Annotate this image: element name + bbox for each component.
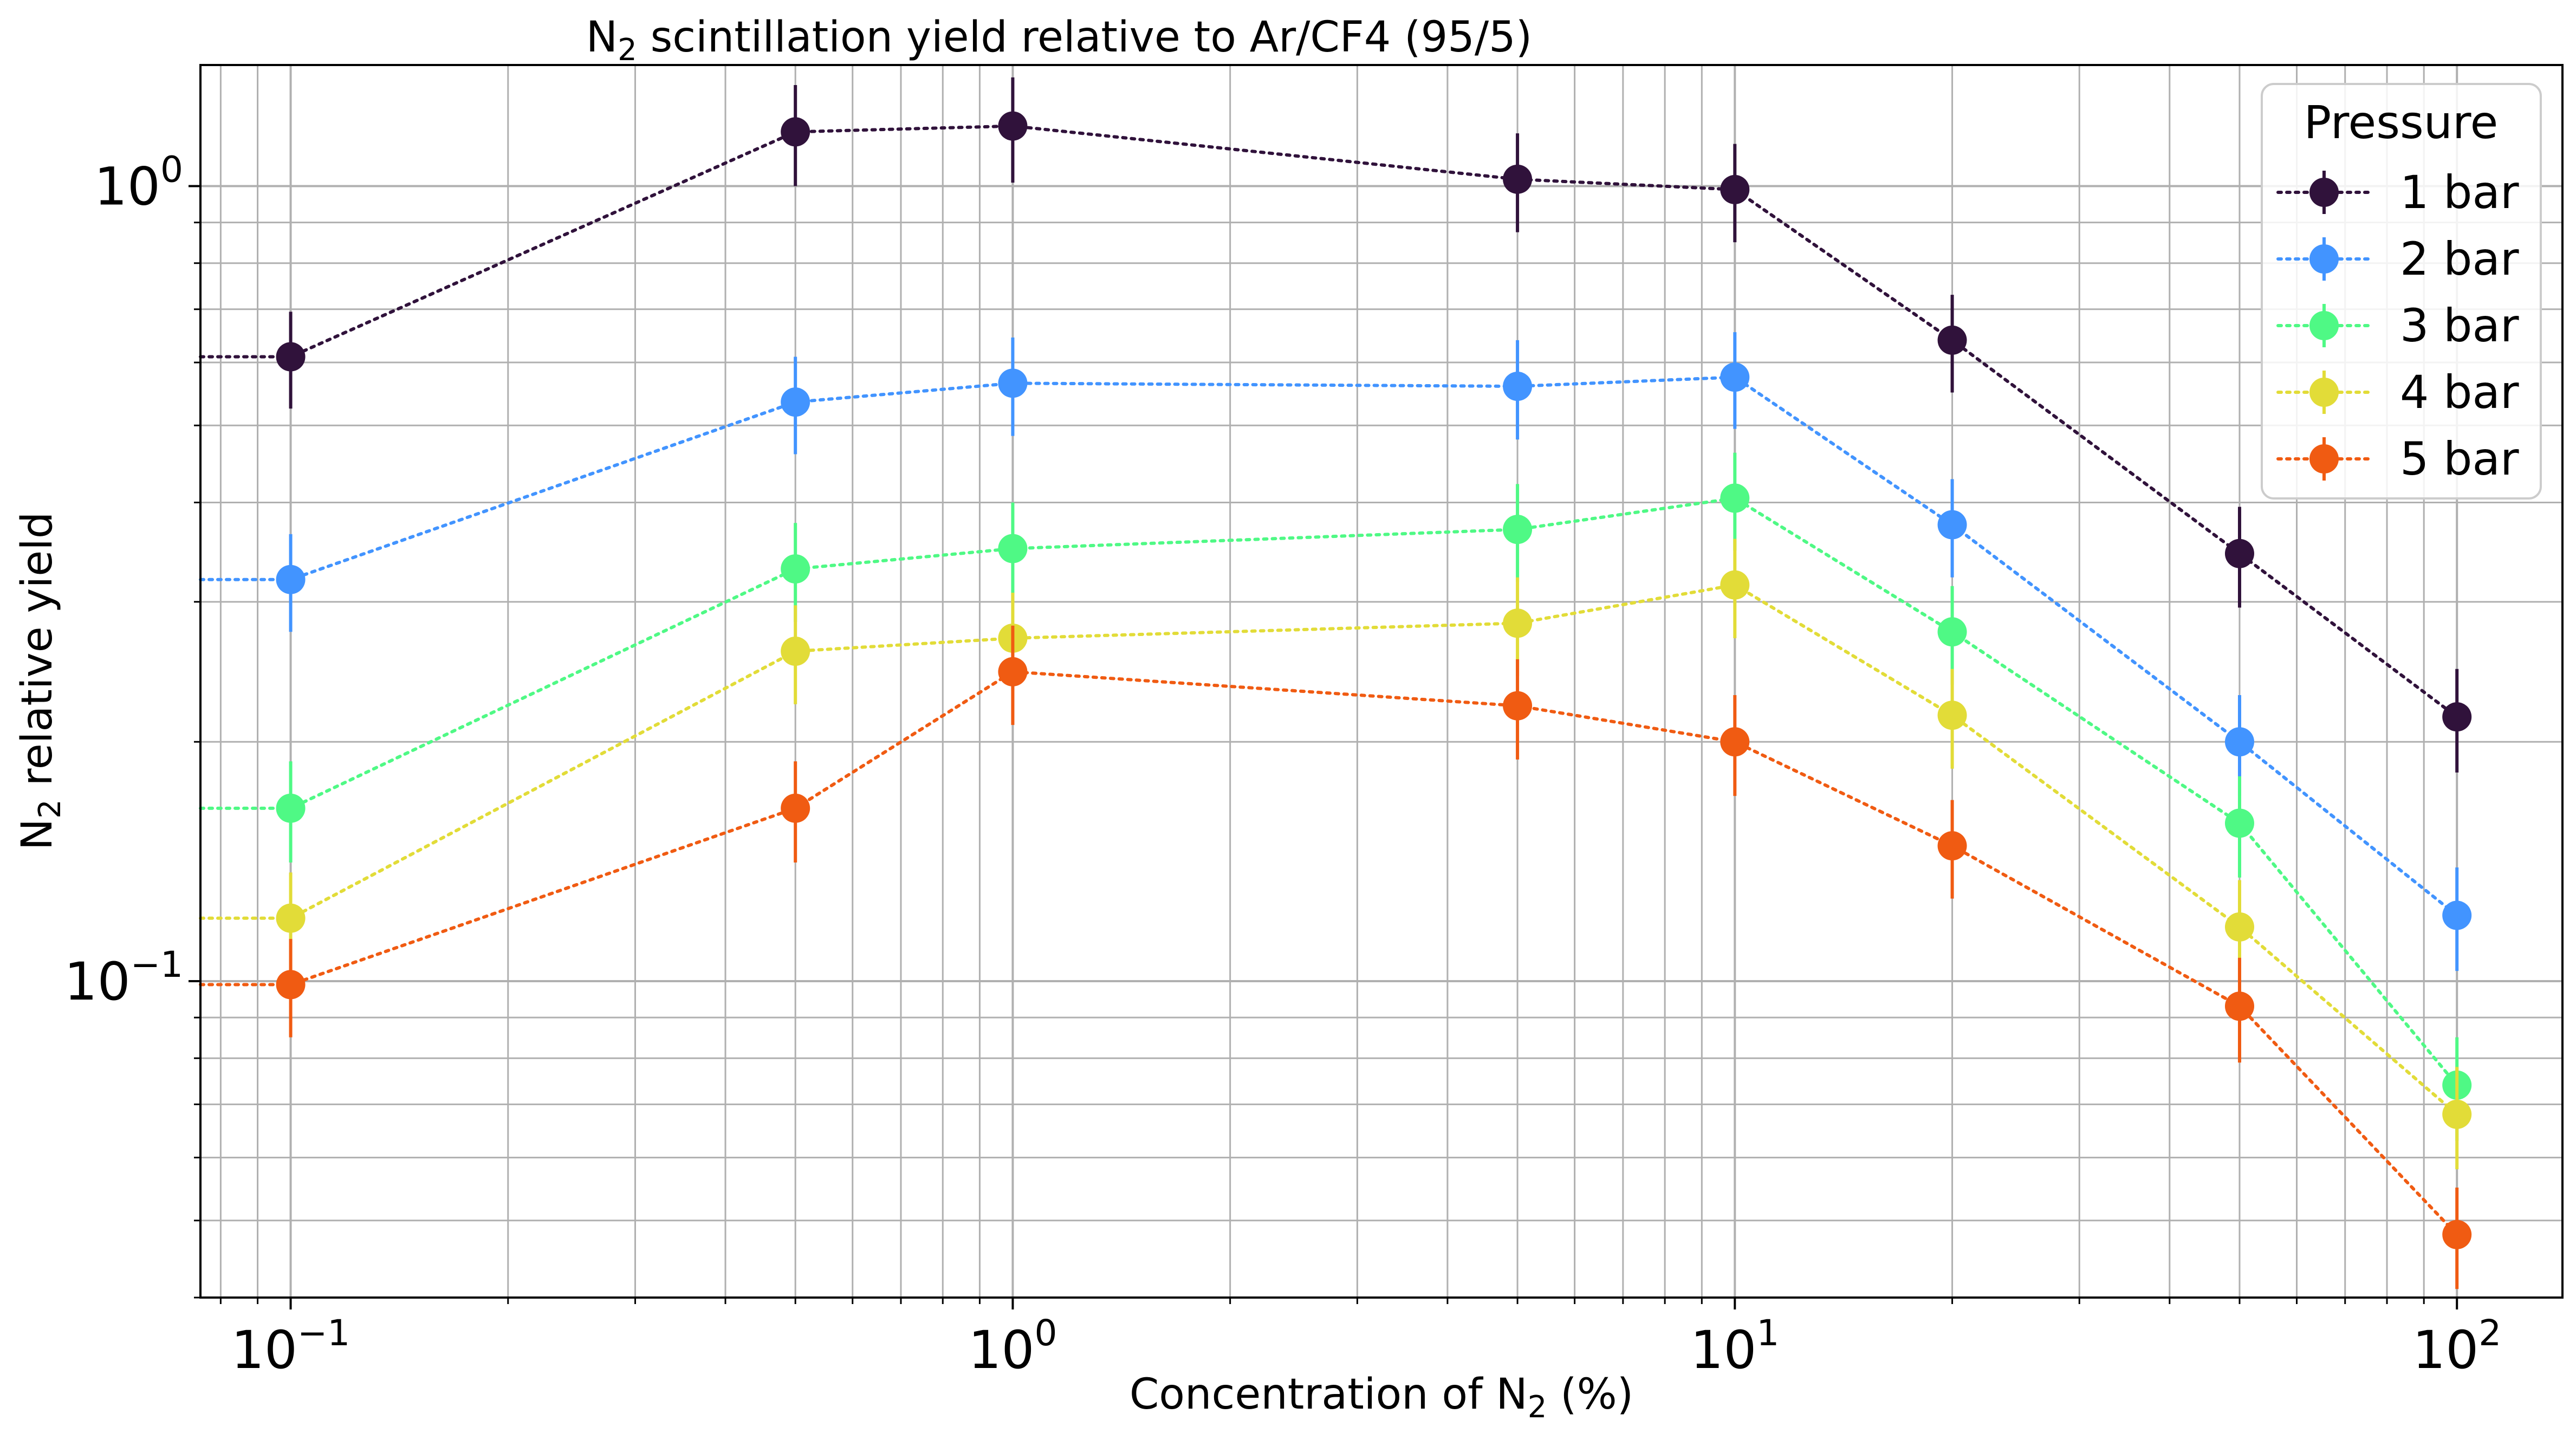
- data-point: [781, 387, 810, 417]
- series-line: [199, 124, 2459, 719]
- legend-label: 1 bar: [2400, 166, 2519, 219]
- series-2: [199, 332, 2472, 971]
- y-tick-label: 100: [94, 148, 183, 217]
- data-point: [1720, 727, 1750, 757]
- legend-entry: 1 bar: [2276, 166, 2519, 219]
- data-point: [781, 793, 810, 823]
- legend-entry: 5 bar: [2276, 432, 2519, 485]
- legend-entry: 2 bar: [2276, 232, 2519, 286]
- data-point: [2442, 702, 2472, 732]
- data-point: [781, 554, 810, 584]
- data-point: [2224, 727, 2254, 757]
- series-3: [199, 452, 2472, 1141]
- data-point: [1720, 483, 1750, 513]
- data-point: [1503, 515, 1533, 544]
- data-point: [1937, 325, 1967, 355]
- data-point: [276, 970, 306, 1000]
- legend-marker: [2309, 378, 2339, 407]
- x-tick-label: 102: [2412, 1312, 2501, 1380]
- data-point: [1503, 691, 1533, 721]
- data-point: [276, 565, 306, 594]
- legend-label: 5 bar: [2400, 432, 2519, 485]
- legend-title: Pressure: [2304, 96, 2499, 149]
- data-point: [276, 342, 306, 372]
- plot-frame: [199, 64, 2564, 1299]
- data-point: [1720, 570, 1750, 600]
- data-point: [2224, 991, 2254, 1021]
- x-axis-label: Concentration of N2 (%): [1130, 1370, 1633, 1425]
- x-tick-label: 10−1: [231, 1312, 350, 1380]
- series-1: [199, 77, 2472, 773]
- data-point: [2224, 808, 2254, 838]
- x-tick-label: 101: [1690, 1312, 1779, 1380]
- data-point: [1937, 831, 1967, 861]
- data-point: [998, 368, 1028, 398]
- data-point: [1937, 617, 1967, 647]
- data-point: [781, 637, 810, 666]
- legend-marker: [2309, 178, 2339, 207]
- data-point: [1503, 164, 1533, 194]
- legend-entry: 4 bar: [2276, 366, 2519, 419]
- legend-marker: [2309, 244, 2339, 274]
- x-tick-label: 100: [968, 1312, 1057, 1380]
- legend-marker: [2309, 444, 2339, 474]
- legend-label: 4 bar: [2400, 366, 2519, 419]
- data-point: [998, 111, 1028, 141]
- axis-ticks: 10−1 100 101 102 10−1 100: [64, 148, 2502, 1380]
- data-point: [276, 793, 306, 823]
- data-point: [276, 903, 306, 933]
- y-tick-label: 10−1: [64, 944, 183, 1012]
- legend-label: 2 bar: [2400, 232, 2519, 286]
- data-point: [1720, 174, 1750, 204]
- data-point: [1503, 608, 1533, 638]
- chart-title: N2 scintillation yield relative to Ar/CF…: [586, 13, 1532, 68]
- data-point: [2442, 900, 2472, 930]
- data-point: [1503, 372, 1533, 401]
- legend: Pressure 1 bar 2 bar 3 bar 4 bar 5 bar: [2261, 83, 2542, 500]
- series-5: [199, 625, 2472, 1289]
- data-point: [2442, 1099, 2472, 1129]
- data-point: [2224, 912, 2254, 942]
- data-point: [1937, 701, 1967, 730]
- data-point: [998, 534, 1028, 563]
- series-layer: [199, 77, 2472, 1289]
- series-line: [199, 583, 2459, 1116]
- data-point: [1720, 362, 1750, 392]
- data-point: [998, 657, 1028, 686]
- data-point: [1937, 510, 1967, 540]
- data-point: [2442, 1220, 2472, 1249]
- legend-label: 3 bar: [2400, 299, 2519, 352]
- y-axis-label: N2 relative yield: [13, 512, 68, 851]
- data-point: [2224, 539, 2254, 568]
- legend-entry: 3 bar: [2276, 299, 2519, 352]
- legend-marker: [2309, 311, 2339, 340]
- data-point: [781, 117, 810, 147]
